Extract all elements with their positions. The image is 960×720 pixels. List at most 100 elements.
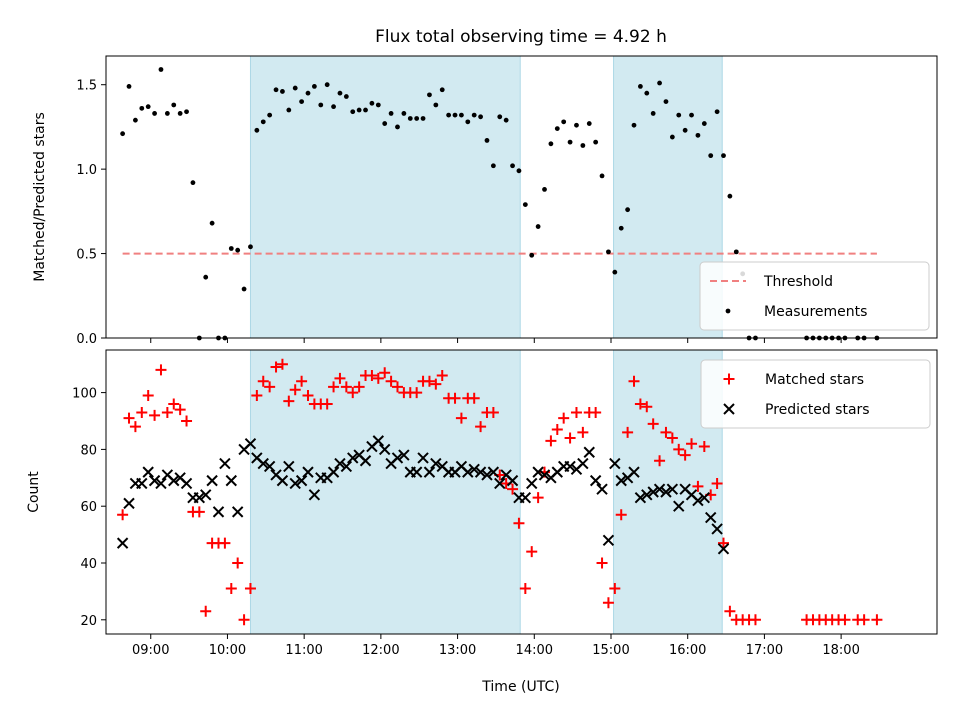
observing-window-band	[249, 55, 521, 339]
measurement-point	[184, 109, 189, 115]
predicted-marker	[634, 491, 647, 504]
x-tick-label: 11:00	[285, 643, 322, 658]
measurement-point	[133, 117, 138, 123]
measurement-point	[452, 112, 458, 118]
predicted-marker	[462, 466, 474, 478]
measurement-point	[286, 107, 292, 113]
measurement-point	[248, 244, 253, 250]
predicted-marker	[423, 466, 436, 478]
predicted-marker	[378, 443, 391, 456]
matched-marker	[302, 389, 314, 401]
matched-marker	[174, 404, 186, 416]
predicted-marker	[711, 523, 723, 535]
x-tick-label: 09:00	[132, 643, 169, 658]
y-tick-label: 1.5	[76, 79, 97, 94]
measurement-point	[420, 116, 426, 121]
matched-marker	[129, 421, 141, 433]
matched-marker	[328, 381, 340, 393]
matched-marker	[411, 387, 423, 399]
y-axis-label: Count	[26, 471, 42, 513]
predicted-marker	[148, 474, 161, 487]
predicted-marker	[168, 474, 180, 487]
measurement-point	[235, 247, 241, 253]
predicted-marker	[206, 474, 218, 487]
predicted-marker	[347, 452, 359, 464]
measurement-point	[644, 90, 650, 96]
predicted-marker	[225, 474, 237, 487]
predicted-marker	[155, 477, 167, 490]
predicted-marker	[532, 466, 544, 478]
measurement-point	[682, 127, 688, 133]
measurement-point	[407, 116, 413, 121]
matched-marker	[724, 605, 736, 617]
matched-marker	[430, 378, 442, 390]
matched-marker	[276, 358, 288, 370]
measurement-point	[522, 202, 528, 207]
measurement-point	[241, 286, 247, 292]
measurement-point	[439, 87, 445, 93]
measurement-point	[695, 132, 701, 138]
matched-marker	[366, 370, 378, 382]
matched-marker	[526, 546, 538, 558]
predicted-marker	[698, 491, 711, 504]
bottom-panel: 09:00 10:00 11:00 12:00 13:00 14:00 15:00 16:00…	[26, 349, 938, 658]
matched-marker	[679, 449, 691, 461]
measurement-point	[388, 111, 394, 116]
measurement-point	[311, 83, 317, 89]
matched-marker	[622, 426, 634, 438]
measurement-point	[324, 82, 330, 88]
matched-marker	[123, 412, 135, 424]
matched-marker	[155, 364, 167, 376]
measurement-point	[171, 102, 177, 108]
measurement-point	[337, 90, 343, 96]
matched-marker	[449, 392, 461, 404]
predicted-marker	[596, 483, 608, 495]
predicted-marker	[653, 483, 666, 495]
predicted-marker	[410, 466, 423, 478]
top-panel: 0.0 0.5 1.0 1.5 Matched/Predicted stars Thres…	[32, 55, 938, 347]
matched-marker	[570, 406, 582, 418]
matched-marker	[257, 375, 269, 387]
measurement-point	[126, 83, 132, 89]
predicted-marker	[506, 474, 519, 487]
measurement-point	[343, 94, 349, 99]
predicted-marker	[219, 457, 231, 470]
measurement-point	[356, 107, 362, 113]
predicted-marker	[666, 483, 679, 495]
matched-marker	[219, 537, 231, 549]
predicted-marker	[564, 460, 576, 473]
predicted-marker	[340, 460, 353, 473]
x-tick-label: 14:00	[516, 643, 553, 658]
predicted-marker	[116, 537, 129, 549]
measurement-point	[637, 83, 643, 89]
y-tick-label: 0.0	[76, 332, 97, 347]
predicted-marker	[212, 506, 225, 518]
legend-matched-swatch	[723, 373, 735, 385]
measurement-point	[254, 127, 260, 133]
matched-marker	[149, 409, 161, 421]
measurement-point	[427, 92, 432, 98]
measurement-point	[516, 168, 522, 174]
y-tick-label: 40	[80, 557, 97, 572]
x-tick-label: 17:00	[746, 643, 783, 658]
measurement-point	[292, 85, 298, 91]
predicted-marker	[289, 477, 301, 490]
axes-frame	[105, 349, 938, 635]
measurement-point	[158, 67, 164, 72]
matched-marker	[232, 557, 244, 569]
matched-marker	[839, 614, 851, 626]
measurement-point	[401, 111, 407, 116]
matched-marker	[379, 367, 391, 379]
predicted-marker	[615, 474, 627, 487]
predicted-marker	[705, 511, 717, 524]
predicted-marker	[526, 477, 538, 490]
matched-marker	[423, 375, 435, 387]
predicted-marker	[334, 457, 346, 470]
measurement-point	[593, 139, 599, 145]
matched-marker	[749, 614, 761, 626]
measurement-point	[465, 119, 471, 125]
matched-marker	[168, 398, 180, 410]
predicted-marker	[327, 466, 340, 478]
predicted-marker	[372, 435, 385, 447]
predicted-marker	[583, 446, 595, 458]
